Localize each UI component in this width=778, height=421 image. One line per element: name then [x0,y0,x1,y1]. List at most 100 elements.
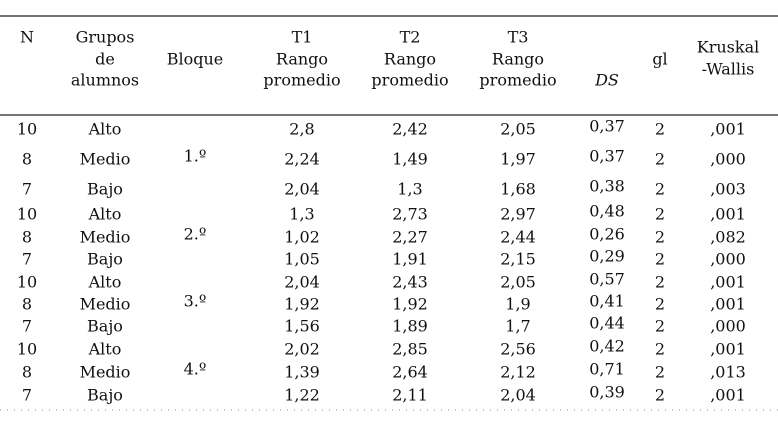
cell: 1,56 [284,317,320,336]
cell: 10 [17,205,37,224]
cell: 2,64 [392,363,428,382]
block-label: 1.º [184,147,207,166]
cell: 0,39 [589,383,625,402]
cell: 2,04 [284,273,320,292]
cell: 2,04 [284,180,320,199]
cell: 2,12 [500,363,536,382]
cell: 0,38 [589,177,625,196]
cell: Bajo [87,180,123,199]
cell: ,001 [710,205,746,224]
cell: 2,05 [500,120,536,139]
cell: ,082 [710,228,746,247]
cell: 0,42 [589,337,625,356]
cell: 0,37 [589,147,625,166]
cell: 1,49 [392,150,428,169]
cell: Bajo [87,317,123,336]
cell: ,013 [710,363,746,382]
cell: 1,05 [284,250,320,269]
cell: ,000 [710,317,746,336]
cell: Bajo [87,386,123,405]
cell: 1,7 [505,317,530,336]
cell: 2 [655,205,665,224]
cell: 2 [655,180,665,199]
cell: 2 [655,317,665,336]
cell: 1,89 [392,317,428,336]
cell: ,001 [710,295,746,314]
cell: ,003 [710,180,746,199]
cell: 0,26 [589,225,625,244]
header-cell: T2 [400,28,421,47]
header-cell: N [20,28,34,47]
cell: 10 [17,120,37,139]
cell: 2,05 [500,273,536,292]
header-cell: Rango [384,50,436,69]
cell: 8 [22,295,32,314]
header-cell: DS [594,71,619,90]
cell: 7 [22,317,32,336]
header-cell: Rango [492,50,544,69]
cell: 1,92 [392,295,428,314]
cell: 2,97 [500,205,536,224]
cell: 1,91 [392,250,428,269]
cell: Alto [88,120,122,139]
cell: 2 [655,120,665,139]
cell: 0,57 [589,270,625,289]
header-cell: T3 [508,28,529,47]
header-cell: Bloque [167,50,224,69]
cell: 2 [655,386,665,405]
cell: Alto [88,205,122,224]
header-cell: promedio [479,71,556,90]
cell: ,001 [710,273,746,292]
cell: 1,22 [284,386,320,405]
cell: 2,56 [500,340,536,359]
header-cell: Kruskal [697,38,759,57]
cell: 2 [655,150,665,169]
header-cell: Rango [276,50,328,69]
cell: 1,92 [284,295,320,314]
header-cell: T1 [292,28,313,47]
header-cell: -Wallis [702,60,755,79]
block-label: 3.º [184,292,207,311]
cell: 0,29 [589,247,625,266]
cell: 0,41 [589,292,625,311]
cell: ,001 [710,386,746,405]
cell: 2,85 [392,340,428,359]
cell: Medio [80,228,131,247]
cell: 2,24 [284,150,320,169]
cell: ,000 [710,150,746,169]
cell: 1,02 [284,228,320,247]
cell: 1,39 [284,363,320,382]
cell: 2 [655,228,665,247]
header-cell: Grupos [76,28,135,47]
cell: ,001 [710,340,746,359]
cell: 1,68 [500,180,536,199]
cell: 2 [655,295,665,314]
cell: ,000 [710,250,746,269]
cell: 2,11 [392,386,428,405]
cell: 1,9 [505,295,530,314]
cell: 2 [655,273,665,292]
cell: 7 [22,250,32,269]
header-cell: gl [652,50,667,69]
cell: 2,04 [500,386,536,405]
cell: 2,73 [392,205,428,224]
cell: 0,44 [589,314,625,333]
cell: 2,02 [284,340,320,359]
block-label: 4.º [184,360,207,379]
cell: Medio [80,363,131,382]
cell: 1,97 [500,150,536,169]
cell: 2,27 [392,228,428,247]
cell: 1,3 [397,180,422,199]
cell: 10 [17,340,37,359]
cell: 10 [17,273,37,292]
header-cell: promedio [371,71,448,90]
cell: 2,42 [392,120,428,139]
cell: 2,15 [500,250,536,269]
cell: 0,71 [589,360,625,379]
cell: Bajo [87,250,123,269]
block-label: 2.º [184,225,207,244]
cell: 2,43 [392,273,428,292]
cell: 0,48 [589,202,625,221]
